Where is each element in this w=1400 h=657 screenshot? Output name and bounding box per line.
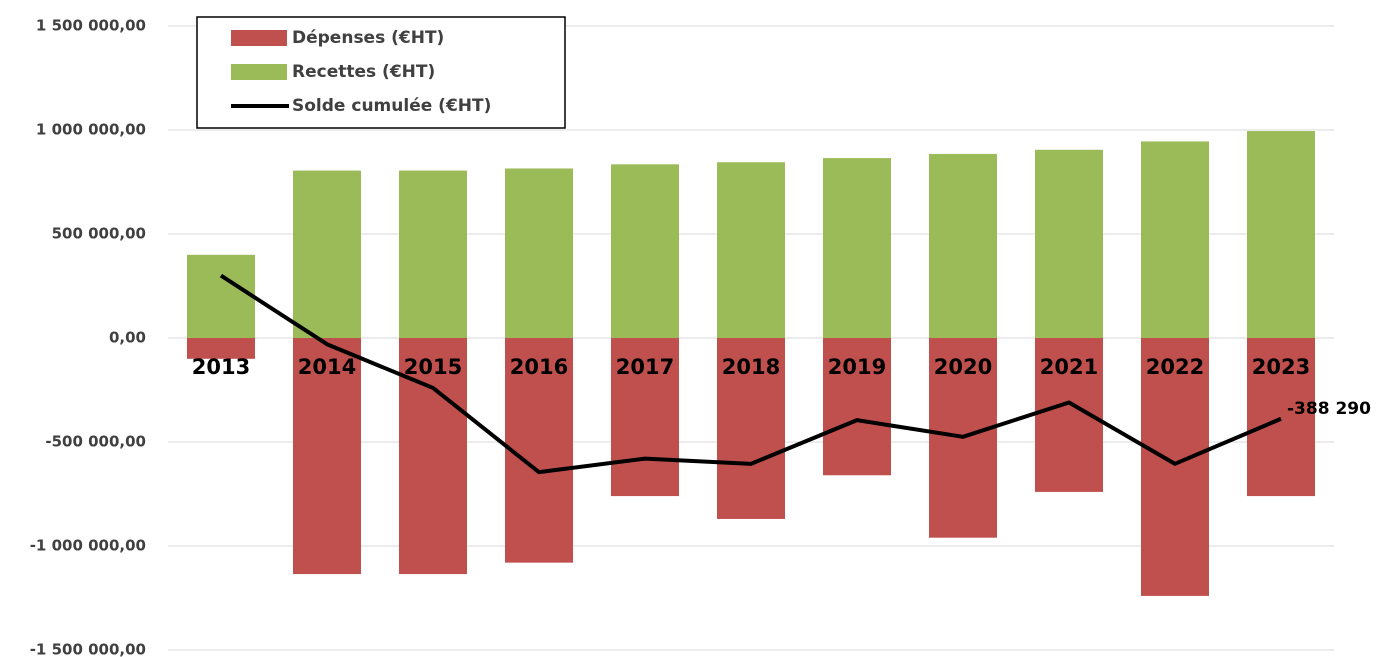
legend-swatch — [231, 64, 287, 80]
y-tick-label: -1 000 000,00 — [30, 537, 146, 555]
legend-swatch — [231, 30, 287, 46]
bars — [187, 131, 1315, 596]
legend-label: Solde cumulée (€HT) — [292, 96, 491, 116]
x-tick-label: 2018 — [722, 355, 780, 379]
data-label: -388 290 — [1287, 399, 1371, 419]
bar — [823, 158, 891, 338]
x-tick-label: 2017 — [616, 355, 674, 379]
x-tick-label: 2013 — [192, 355, 250, 379]
bar — [1247, 131, 1315, 338]
x-tick-label: 2022 — [1146, 355, 1204, 379]
bar — [1141, 338, 1209, 596]
bar — [717, 338, 785, 519]
bar — [1141, 141, 1209, 338]
y-tick-label: 0,00 — [109, 329, 146, 347]
legend-label: Dépenses (€HT) — [292, 28, 444, 48]
bar — [611, 338, 679, 497]
lines: -388 290 — [219, 273, 1371, 475]
bar — [187, 338, 255, 359]
legend: Dépenses (€HT) Recettes (€HT) Solde cumulé… — [196, 16, 566, 129]
y-tick-label: 1 000 000,00 — [36, 121, 146, 139]
y-tick-label: 1 500 000,00 — [36, 17, 146, 35]
bar — [929, 153, 997, 338]
bar — [823, 338, 891, 476]
x-tick-label: 2014 — [298, 355, 356, 379]
x-tick-label: 2019 — [828, 355, 886, 379]
bar — [611, 164, 679, 338]
legend-label: Recettes (€HT) — [292, 62, 435, 82]
x-tick-label: 2023 — [1252, 355, 1310, 379]
bar — [1035, 149, 1103, 338]
category-labels: 2013 2014 2015 2016 2017 2018 2019 2020 2021 2022… — [192, 355, 1310, 379]
bar — [187, 254, 255, 338]
y-tick-label: -500 000,00 — [45, 433, 146, 451]
bar — [293, 170, 361, 338]
bar — [293, 338, 361, 575]
bar — [505, 338, 573, 563]
bar — [399, 170, 467, 338]
x-tick-label: 2015 — [404, 355, 462, 379]
x-tick-label: 2020 — [934, 355, 992, 379]
bar — [1247, 338, 1315, 497]
y-tick-label: 500 000,00 — [52, 225, 146, 243]
x-tick-label: 2021 — [1040, 355, 1098, 379]
line — [219, 273, 1282, 475]
x-tick-label: 2016 — [510, 355, 568, 379]
bar — [717, 162, 785, 338]
y-tick-label: -1 500 000,00 — [30, 641, 146, 657]
bar — [505, 168, 573, 338]
